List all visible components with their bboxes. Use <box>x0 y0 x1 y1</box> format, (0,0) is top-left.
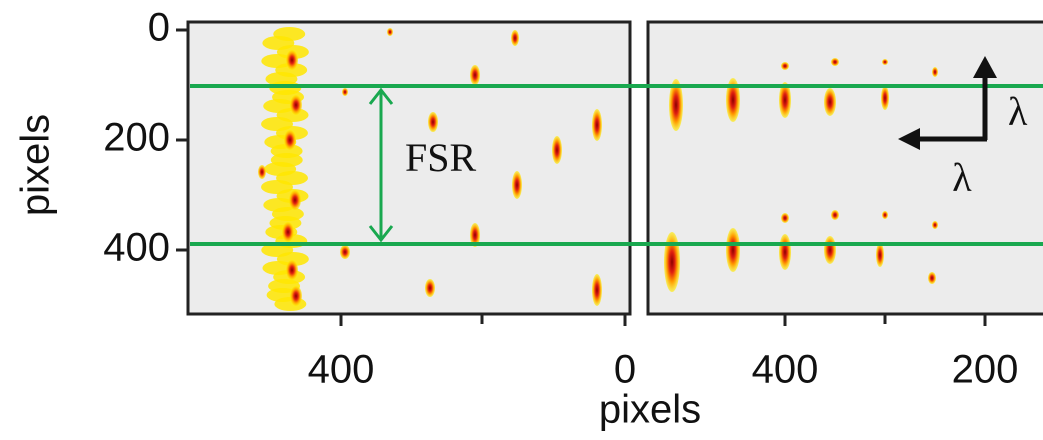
y-tick-label: 0 <box>148 6 170 50</box>
spot <box>882 211 888 219</box>
spots <box>258 27 938 311</box>
spot <box>511 30 519 46</box>
spot <box>726 228 740 272</box>
spot <box>932 221 938 229</box>
spot <box>592 274 602 306</box>
fsr-arrow <box>368 87 394 243</box>
lambda-arrows <box>898 56 997 150</box>
fsr-label: FSR <box>405 135 476 180</box>
x-tick-label: 400 <box>752 348 819 392</box>
y-tick-label: 400 <box>103 226 170 270</box>
spot <box>592 109 602 141</box>
spot <box>824 88 836 116</box>
spot <box>876 243 884 267</box>
ticks: 0 200 400 400 0 400 200 <box>103 6 1018 392</box>
spot <box>664 232 680 292</box>
spot <box>726 78 740 122</box>
y-tick-label: 200 <box>103 116 170 160</box>
lambda-horizontal: λ <box>952 155 972 200</box>
spot <box>552 136 562 164</box>
spot <box>387 28 393 36</box>
spot <box>928 272 936 284</box>
spot <box>781 62 789 70</box>
spot <box>290 286 302 306</box>
spot <box>781 213 789 223</box>
spot <box>470 65 480 85</box>
lambda-vertical: λ <box>1008 89 1028 134</box>
spot <box>512 171 522 199</box>
x-tick-label: 400 <box>308 348 375 392</box>
spot <box>286 260 298 280</box>
spot <box>669 79 683 131</box>
spot <box>428 112 438 132</box>
spot <box>290 95 302 115</box>
spot <box>779 82 791 118</box>
spot <box>425 279 435 297</box>
spot <box>824 236 836 264</box>
spot <box>286 50 298 70</box>
x-tick-label: 200 <box>952 348 1019 392</box>
spot <box>342 88 348 96</box>
x-axis-label: pixels <box>599 388 701 432</box>
spot <box>289 190 301 210</box>
spot <box>284 130 296 150</box>
spot <box>881 86 889 110</box>
spot <box>470 223 480 247</box>
spot <box>258 165 266 179</box>
spot <box>831 58 839 66</box>
spot <box>831 210 839 220</box>
x-tick-label: 0 <box>614 348 636 392</box>
spot <box>932 67 938 77</box>
spot <box>340 245 350 259</box>
spot <box>882 59 888 65</box>
y-axis-label: pixels <box>14 114 58 216</box>
spot <box>282 222 294 242</box>
spot <box>779 234 791 270</box>
